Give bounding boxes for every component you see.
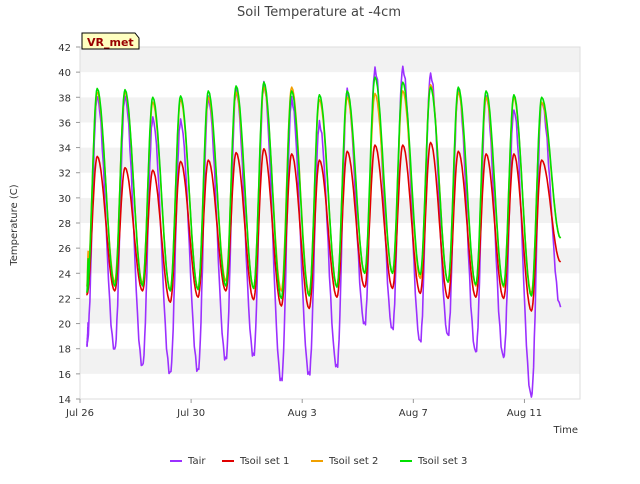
y-axis: 14 16 18 20 22 24 26 28 30 32 34 36 38 40 42 [58,43,80,406]
y-tick-label: 18 [58,345,71,356]
grid-band [80,97,580,123]
grid-band [80,72,580,98]
grid-band [80,122,580,148]
station-badge-box [81,32,140,50]
x-axis: Jul 26 Jul 30 Aug 3 Aug 7 Aug 11 [65,399,542,419]
series-lines [86,65,562,398]
chart-title: Soil Temperature at -4cm [237,5,401,20]
legend-label: Tsoil set 3 [417,456,467,467]
legend-label: Tair [187,456,206,467]
grid-band [80,172,580,198]
x-tick-label: Aug 3 [288,408,317,419]
x-tick-label: Aug 11 [507,408,542,419]
legend-label: Tsoil set 2 [328,456,378,467]
y-tick-label: 34 [58,144,71,155]
grid-band [80,348,580,374]
y-tick-label: 16 [58,370,71,381]
grid-band [80,323,580,349]
y-tick-label: 40 [58,68,71,79]
grid-band [80,373,580,399]
y-tick-label: 22 [58,294,71,305]
y-tick-label: 28 [58,219,71,230]
legend: Tair Tsoil set 1 Tsoil set 2 Tsoil set 3 [170,456,467,467]
y-tick-label: 24 [58,269,71,280]
grid-band [80,47,580,73]
station-badge: VR_met [81,32,140,50]
y-tick-label: 30 [58,194,71,205]
y-tick-label: 26 [58,244,71,255]
y-tick-label: 42 [58,43,71,54]
x-axis-label: Time [553,425,578,436]
x-tick-label: Jul 30 [176,408,205,419]
y-tick-label: 20 [58,320,71,331]
y-tick-label: 32 [58,169,71,180]
x-tick-label: Aug 7 [399,408,428,419]
x-tick-label: Jul 26 [65,408,94,419]
y-tick-label: 38 [58,93,71,104]
y-tick-label: 36 [58,118,71,129]
series-line-tsoil-set-3 [86,76,562,300]
y-axis-label: Temperature (C) [9,184,20,266]
series-line-tsoil-set-1 [86,141,562,312]
legend-label: Tsoil set 1 [239,456,289,467]
station-badge-label: VR_met [87,36,134,49]
grid-band [80,298,580,324]
y-tick-label: 14 [58,395,71,406]
grid-band [80,147,580,173]
